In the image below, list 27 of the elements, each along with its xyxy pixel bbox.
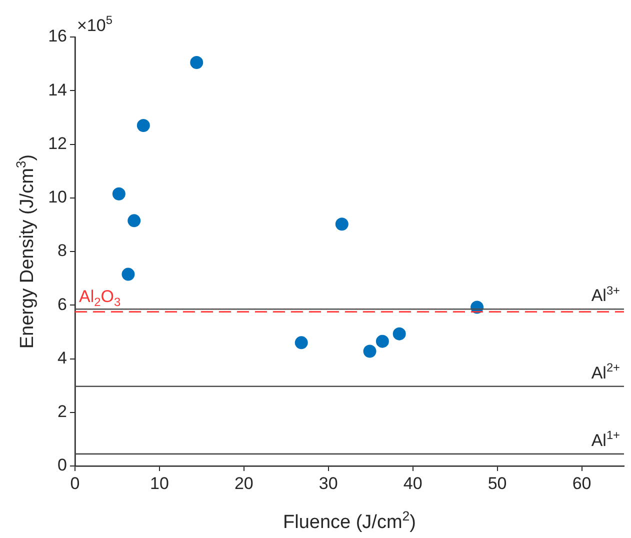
x-tick-label: 0 (70, 474, 80, 493)
x-tick-label: 60 (572, 474, 592, 493)
point (363, 344, 376, 358)
point (392, 327, 406, 340)
x-tick-label: 20 (234, 474, 254, 493)
point (128, 214, 141, 228)
point (136, 118, 150, 132)
y-axis-title: Energy Density (J/cm3) (13, 154, 38, 349)
x-tick-label: 50 (488, 474, 507, 493)
x-tick-label: 30 (318, 474, 338, 493)
point (112, 187, 126, 200)
y-tick-label: 14 (48, 80, 67, 100)
point (294, 336, 308, 350)
y-tick-label: 4 (58, 348, 67, 368)
y-tick-label: 2 (58, 402, 67, 422)
y-tick-label: 6 (58, 294, 67, 314)
point (190, 56, 204, 69)
point (376, 334, 389, 348)
y-tick-label: 10 (48, 188, 67, 207)
x-tick-label: 40 (403, 474, 422, 493)
y-tick-label: 12 (48, 134, 67, 153)
x-tick-label: 10 (150, 474, 169, 493)
point (335, 218, 348, 231)
y-tick-label: 0 (58, 456, 67, 475)
point (122, 268, 135, 281)
y-tick-label: 16 (48, 26, 67, 46)
y-tick-label: 8 (58, 241, 67, 260)
